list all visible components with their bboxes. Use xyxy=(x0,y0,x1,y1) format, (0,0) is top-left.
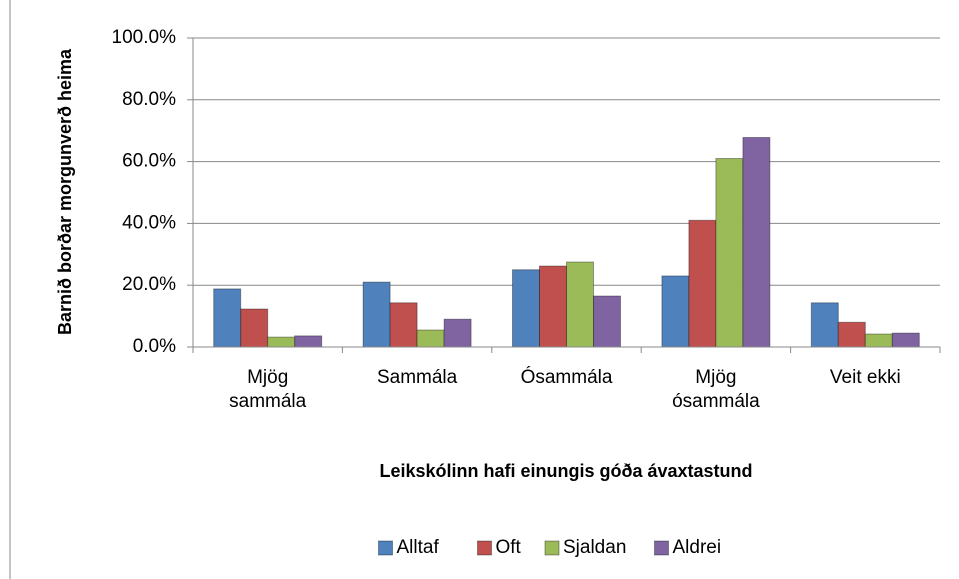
x-tick-label: Veit ekki xyxy=(829,367,901,388)
bar xyxy=(661,275,690,348)
legend-label: Aldrei xyxy=(673,537,722,558)
x-tick-label: Mjög ósammála xyxy=(672,367,760,412)
y-tick-label: 80.0% xyxy=(122,89,176,110)
y-tick-label: 40.0% xyxy=(122,212,176,233)
bar xyxy=(566,261,594,348)
bar xyxy=(416,329,445,348)
bar xyxy=(837,321,866,348)
legend-swatch xyxy=(544,540,560,556)
x-tick-label: Sammála xyxy=(376,367,458,388)
bar xyxy=(688,219,717,348)
chart-frame xyxy=(9,0,11,579)
legend-swatch xyxy=(378,540,393,556)
legend-label: Sjaldan xyxy=(563,537,626,558)
y-tick-label: 20.0% xyxy=(122,274,176,295)
bar xyxy=(362,281,391,348)
bar xyxy=(389,302,418,348)
bar xyxy=(891,332,920,348)
y-axis-title: Barnið borðar morgunverð heima xyxy=(55,48,75,335)
y-tick-label: 60.0% xyxy=(122,151,176,172)
y-tick-label: 100.0% xyxy=(112,27,177,48)
bar xyxy=(715,158,744,348)
bar xyxy=(240,308,269,348)
bar xyxy=(810,302,839,348)
bar xyxy=(742,136,771,348)
legend-swatch xyxy=(477,540,492,556)
x-axis-title: Leikskólinn hafi einungis góða ávaxtastu… xyxy=(379,461,752,481)
x-tick-label: Mjög sammála xyxy=(229,367,307,412)
bar xyxy=(443,318,472,348)
y-tick-label: 0.0% xyxy=(133,336,176,357)
legend-swatch xyxy=(654,540,669,556)
legend-label: Oft xyxy=(496,537,522,558)
legend-label: Alltaf xyxy=(397,537,440,558)
x-tick-label: Ósammála xyxy=(520,367,613,388)
bar xyxy=(267,336,296,348)
bar xyxy=(864,333,893,348)
bar xyxy=(593,295,621,348)
bar xyxy=(294,335,323,348)
bar xyxy=(539,265,567,348)
bar xyxy=(213,288,242,348)
bar xyxy=(512,269,540,348)
